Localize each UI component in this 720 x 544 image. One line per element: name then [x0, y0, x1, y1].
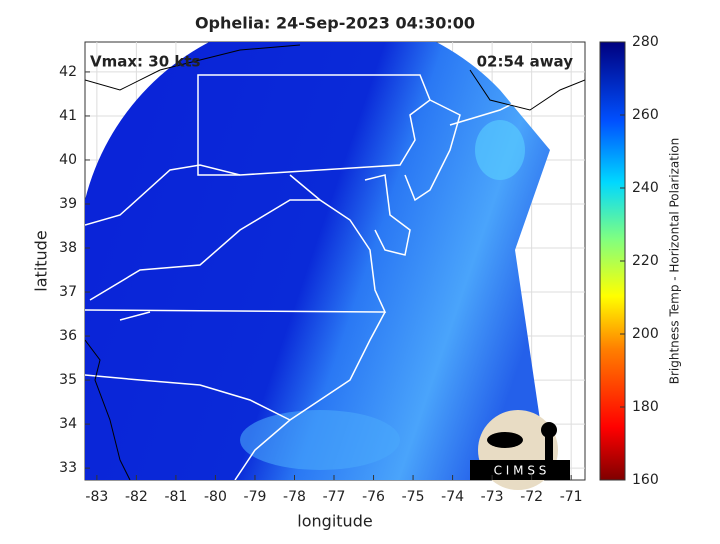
map-title: Ophelia: 24-Sep-2023 04:30:00	[195, 14, 475, 33]
imagery	[85, 42, 585, 480]
brightness-field	[85, 42, 550, 480]
warm-spot	[475, 120, 525, 180]
x-tick-label: -74	[441, 489, 464, 505]
x-tick-label: -72	[520, 489, 543, 505]
x-tick-label: -78	[283, 489, 306, 505]
colorbar-tick-label: 200	[632, 326, 659, 342]
x-tick-label: -79	[244, 489, 267, 505]
x-tick-label: -73	[481, 489, 504, 505]
logo-text: C I M S S	[494, 464, 547, 478]
y-tick-label: 36	[59, 328, 77, 344]
y-tick-label: 42	[59, 64, 77, 80]
colorbar-tick-label: 240	[632, 180, 659, 196]
y-tick-label: 38	[59, 240, 77, 256]
time-annotation: 02:54 away	[477, 53, 574, 71]
x-tick-label: -77	[323, 489, 346, 505]
x-tick-label: -76	[362, 489, 385, 505]
borders	[85, 74, 521, 480]
y-tick-label: 34	[59, 416, 77, 432]
colorbar-tick-label: 280	[632, 34, 659, 50]
x-axis-label: longitude	[297, 512, 372, 531]
y-axis-label: latitude	[32, 230, 51, 291]
x-tick-label: -83	[85, 489, 108, 505]
colorbar-tick-label: 220	[632, 253, 659, 269]
y-tick-label: 37	[59, 284, 77, 300]
cimss-logo: C I M S S	[470, 410, 570, 490]
x-tick-label: -80	[204, 489, 227, 505]
x-tick-label: -75	[402, 489, 425, 505]
y-tick-label: 41	[59, 108, 77, 124]
colorbar-tick-label: 260	[632, 107, 659, 123]
colorbar-tick-label: 160	[632, 472, 659, 488]
ticks: -83 -82 -81 -80 -79 -78 -77 -76 -75 -74 -73 -72 -71 3…	[59, 34, 659, 505]
y-tick-label: 33	[59, 460, 77, 476]
colorbar-tick-label: 180	[632, 399, 659, 415]
outer-coastlines	[85, 44, 585, 480]
y-tick-label: 39	[59, 196, 77, 212]
y-tick-label: 35	[59, 372, 77, 388]
warm-spot	[240, 410, 400, 470]
x-tick-label: -81	[164, 489, 187, 505]
x-tick-label: -71	[560, 489, 583, 505]
x-tick-label: -82	[125, 489, 148, 505]
colorbar-label: Brightness Temp - Horizontal Polarizatio…	[668, 138, 682, 385]
intensity-annotation: Vmax: 30 kts	[90, 53, 200, 71]
y-tick-label: 40	[59, 152, 77, 168]
